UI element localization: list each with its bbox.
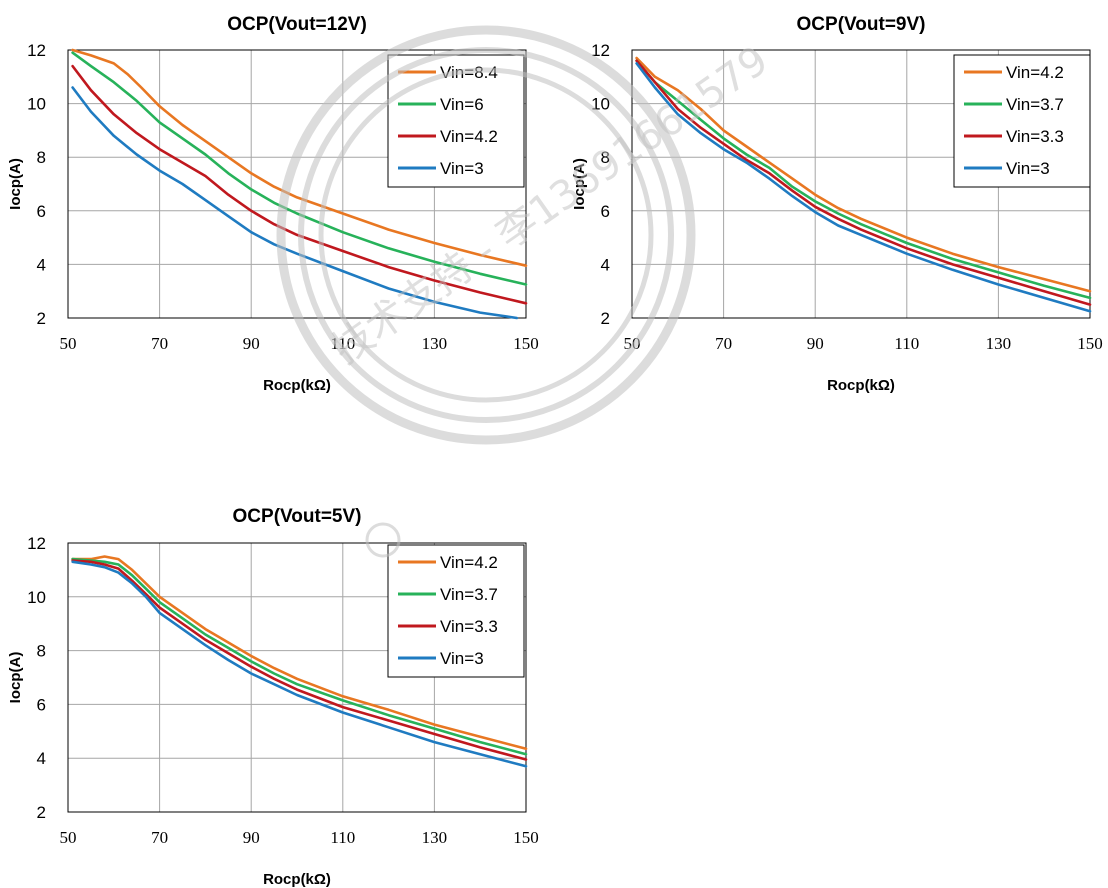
series-line-3 xyxy=(71,86,519,320)
watermark-ring-middle xyxy=(298,47,674,423)
y-tick-label: 2 xyxy=(37,309,46,328)
legend-label: Vin=6 xyxy=(440,95,484,114)
x-axis-label: Rocp(kΩ) xyxy=(263,377,331,394)
chart-title: OCP(Vout=12V) xyxy=(227,14,367,35)
x-tick-label: 90 xyxy=(243,334,260,353)
series-line-0 xyxy=(71,555,528,751)
x-tick-label: 70 xyxy=(151,828,168,847)
y-tick-label: 12 xyxy=(27,534,46,553)
y-tick-label: 12 xyxy=(591,41,610,60)
legend: Vin=4.2 Vin=3.7 Vin=3.3 Vin=3 xyxy=(953,54,1091,188)
x-tick-label: 130 xyxy=(422,828,448,847)
chart-1: OCP(Vout=9V)50 70 90 110 130 15024681012Rocp(… xyxy=(571,14,1103,394)
x-axis-label: Rocp(kΩ) xyxy=(263,871,331,888)
charts-root: OCP(Vout=12V) 50 70 90 110 130 150 2 4 6 8 10 12 Rocp… xyxy=(7,14,1103,888)
legend-label: Vin=3 xyxy=(440,159,484,178)
watermark-ring-outer xyxy=(276,25,696,445)
y-tick-label: 6 xyxy=(37,695,46,714)
y-axis-label: Iocp(A) xyxy=(7,652,24,704)
series-line-1 xyxy=(71,557,528,756)
y-tick-label: 10 xyxy=(27,588,46,607)
x-tick-label: 150 xyxy=(1077,334,1103,353)
y-tick-label: 4 xyxy=(37,255,46,274)
series-line-2 xyxy=(71,64,528,305)
series-line-3 xyxy=(635,62,1092,313)
series-line-0 xyxy=(71,48,528,267)
watermark: 技术支持 - 李13691661579 xyxy=(276,25,777,558)
x-tick-label: 50 xyxy=(60,334,77,353)
y-tick-label: 2 xyxy=(37,803,46,822)
legend-box xyxy=(953,54,1091,188)
x-tick-label: 150 xyxy=(513,334,539,353)
series-line-3 xyxy=(71,560,528,768)
legend-box xyxy=(387,544,525,678)
legend-label: Vin=4.2 xyxy=(440,127,498,146)
x-tick-label: 90 xyxy=(807,334,824,353)
chart-title: OCP(Vout=5V) xyxy=(233,506,362,527)
x-tick-label: 150 xyxy=(513,828,539,847)
plot-frame xyxy=(67,542,527,813)
x-tick-label: 130 xyxy=(422,334,448,353)
legend-label: Vin=3.7 xyxy=(440,585,498,604)
legend: Vin=4.2 Vin=3.7 Vin=3.3 Vin=3 xyxy=(387,544,525,678)
chart-2: OCP(Vout=5V) 50 70 90 110 130 150 2 4 6 8 10 12 Rocp(… xyxy=(7,506,539,888)
watermark-ring-inner xyxy=(318,67,654,403)
legend-label: Vin=3 xyxy=(1006,159,1050,178)
watermark-small-ring xyxy=(365,522,401,558)
y-tick-label: 8 xyxy=(37,148,46,167)
y-axis-label: Iocp(A) xyxy=(571,158,588,210)
legend-box xyxy=(387,54,525,188)
series-line-2 xyxy=(635,59,1092,306)
y-tick-label: 8 xyxy=(37,642,46,661)
y-tick-label: 10 xyxy=(27,95,46,114)
x-tick-label: 70 xyxy=(715,334,732,353)
y-tick-label: 6 xyxy=(601,202,610,221)
series-line-1 xyxy=(71,51,528,286)
legend-label: Vin=4.2 xyxy=(440,553,498,572)
legend-label: Vin=3.7 xyxy=(1006,95,1064,114)
x-tick-label: 130 xyxy=(986,334,1012,353)
x-tick-label: 90 xyxy=(243,828,260,847)
x-axis-label: Rocp(kΩ) xyxy=(827,377,895,394)
y-tick-label: 2 xyxy=(601,309,610,328)
chart-title: OCP(Vout=9V) xyxy=(797,14,926,35)
y-tick-label: 4 xyxy=(601,255,610,274)
series-line-1 xyxy=(635,59,1092,300)
x-tick-label: 110 xyxy=(894,334,919,353)
legend-label: Vin=3 xyxy=(440,649,484,668)
x-tick-label: 70 xyxy=(151,334,168,353)
y-axis-label: Iocp(A) xyxy=(7,158,24,210)
y-tick-label: 12 xyxy=(27,41,46,60)
legend-label: Vin=3.3 xyxy=(440,617,498,636)
x-tick-label: 50 xyxy=(60,828,77,847)
y-tick-label: 4 xyxy=(37,749,46,768)
y-tick-label: 6 xyxy=(37,202,46,221)
legend-label: Vin=4.2 xyxy=(1006,63,1064,82)
series-line-0 xyxy=(635,56,1092,293)
series-line-2 xyxy=(71,559,528,761)
x-tick-label: 110 xyxy=(330,828,355,847)
legend-label: Vin=3.3 xyxy=(1006,127,1064,146)
y-tick-label: 8 xyxy=(601,148,610,167)
